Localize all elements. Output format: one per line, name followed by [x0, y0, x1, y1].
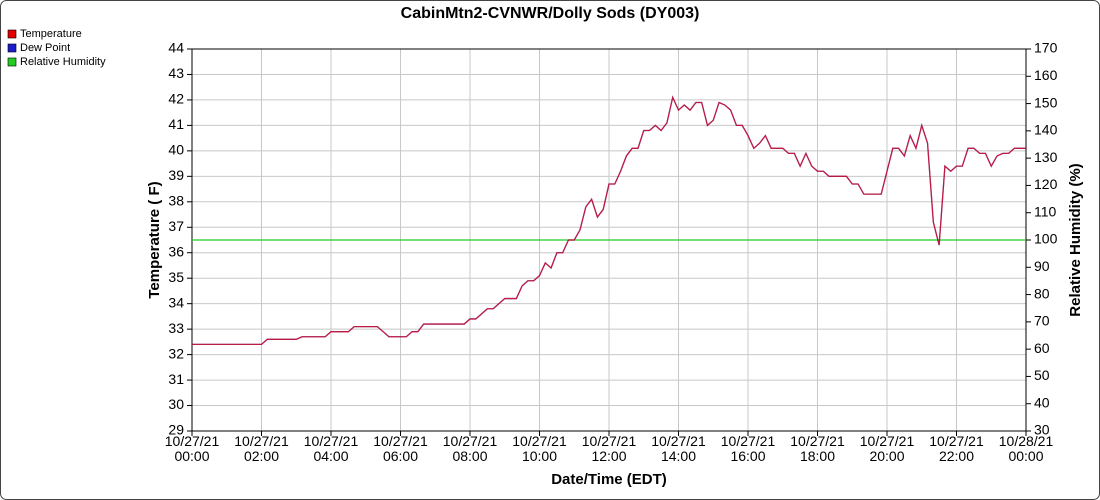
x-tick-label: 10/27/21 10:00 [512, 433, 567, 464]
series-line [192, 95, 1026, 346]
y2-tick-label: 170 [1034, 40, 1058, 56]
x-tick-label: 10/27/21 04:00 [304, 433, 359, 464]
y2-tick-label: 90 [1034, 258, 1050, 274]
x-tick-label: 10/27/21 20:00 [860, 433, 915, 464]
y-tick-label: 33 [168, 320, 184, 336]
y-tick-label: 40 [168, 142, 184, 158]
y2-tick-label: 80 [1034, 285, 1050, 301]
y2-tick-label: 60 [1034, 340, 1050, 356]
y-tick-label: 44 [168, 40, 184, 56]
y2-tick-label: 40 [1034, 394, 1050, 410]
y-tick-label: 31 [168, 371, 184, 387]
y2-tick-label: 160 [1034, 67, 1058, 83]
legend-swatch [7, 43, 17, 53]
chart-title: CabinMtn2-CVNWR/Dolly Sods (DY003) [401, 5, 700, 22]
x-tick-label: 10/27/21 06:00 [373, 433, 428, 464]
y2-axis-title: Relative Humidity (%) [1067, 163, 1084, 316]
y-tick-label: 42 [168, 91, 184, 107]
y2-tick-label: 70 [1034, 313, 1050, 329]
x-axis-title: Date/Time (EDT) [551, 471, 667, 488]
x-tick-label: 10/27/21 08:00 [443, 433, 498, 464]
y-tick-label: 30 [168, 396, 184, 412]
x-tick-label: 10/27/21 00:00 [165, 433, 220, 464]
y2-tick-label: 110 [1034, 203, 1057, 219]
y-tick-label: 37 [168, 218, 184, 234]
y-tick-label: 38 [168, 193, 184, 209]
x-tick-label: 10/27/21 02:00 [234, 433, 289, 464]
y-tick-label: 35 [168, 269, 184, 285]
x-tick-label: 10/28/21 00:00 [999, 433, 1054, 464]
x-tick-label: 10/27/21 22:00 [929, 433, 984, 464]
legend-swatch [7, 57, 17, 67]
y-tick-label: 39 [168, 167, 184, 183]
legend-label: Relative Humidity [20, 56, 106, 68]
legend-swatch [7, 29, 17, 39]
y2-tick-label: 140 [1034, 122, 1058, 138]
y2-tick-label: 130 [1034, 149, 1058, 165]
x-tick-label: 10/27/21 14:00 [651, 433, 706, 464]
legend-label: Dew Point [20, 42, 70, 54]
y-tick-label: 34 [168, 294, 184, 310]
y-tick-label: 43 [168, 65, 184, 81]
x-tick-label: 10/27/21 18:00 [790, 433, 845, 464]
y2-tick-label: 30 [1034, 422, 1050, 438]
y2-tick-label: 120 [1034, 176, 1058, 192]
x-tick-label: 10/27/21 12:00 [582, 433, 637, 464]
y-axis-title: Temperature ( F) [146, 181, 163, 298]
y2-tick-label: 100 [1034, 231, 1058, 247]
y2-tick-label: 50 [1034, 367, 1050, 383]
legend-label: Temperature [20, 28, 82, 40]
y-tick-label: 36 [168, 243, 184, 259]
x-tick-label: 10/27/21 16:00 [721, 433, 776, 464]
y-tick-label: 32 [168, 345, 184, 361]
y-tick-label: 41 [168, 116, 184, 132]
y-tick-label: 29 [168, 422, 184, 438]
y2-tick-label: 150 [1034, 94, 1058, 110]
